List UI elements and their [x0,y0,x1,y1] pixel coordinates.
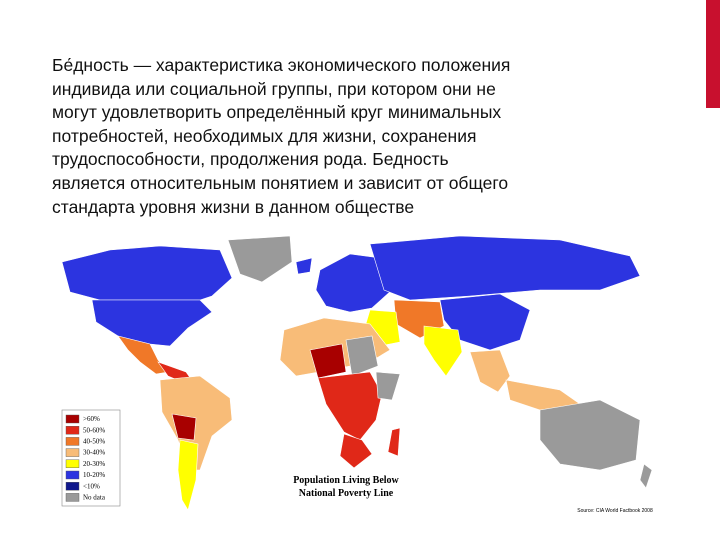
legend-swatch [65,448,80,457]
legend-swatch [65,493,80,502]
map-title: National Poverty Line [299,488,394,499]
map-shapes [61,235,653,511]
legend-label: <10% [83,482,100,490]
legend: >60% 50-60% 40-50% 30-40% 20-30% 10-20% <10% No… [65,414,106,502]
accent-bar [706,0,720,108]
legend-swatch [65,426,80,435]
legend-label: 20-30% [83,460,105,468]
map-source: Source: CIA World Factbook 2008 [577,508,653,514]
legend-label: 10-20% [83,471,105,479]
legend-label: 50-60% [83,426,105,434]
legend-label: No data [83,494,106,502]
map-title: Population Living Below [293,475,399,486]
legend-box [61,409,121,507]
legend-label: >60% [83,415,100,423]
text-line: является относительным понятием и зависи… [52,172,509,193]
text-line: Бе́дность — характеристика экономическог… [52,55,511,75]
paragraph: Бе́дность — характеристика экономическог… [52,54,510,219]
text-line: индивида или социальной группы, при кото… [52,78,496,99]
legend-swatch [65,437,80,446]
legend-label: 30-40% [83,449,105,457]
legend-label: 40-50% [83,438,105,446]
text-line: трудоспособности, продолжения рода. Бедн… [52,149,449,170]
text-line: могут удовлетворить определённый круг ми… [52,102,502,123]
text-line: стандарта уровня жизни в данном обществе [52,196,415,217]
legend-swatch [65,470,80,480]
legend-swatch [65,482,80,491]
text-line: потребностей, необходимых для жизни, сох… [52,125,477,146]
legend-swatch [65,414,80,424]
legend-swatch [65,459,80,468]
